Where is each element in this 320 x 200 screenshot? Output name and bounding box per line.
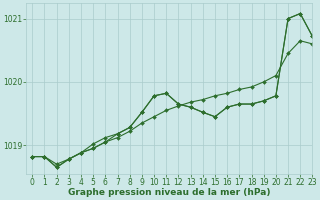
X-axis label: Graphe pression niveau de la mer (hPa): Graphe pression niveau de la mer (hPa) xyxy=(68,188,270,197)
